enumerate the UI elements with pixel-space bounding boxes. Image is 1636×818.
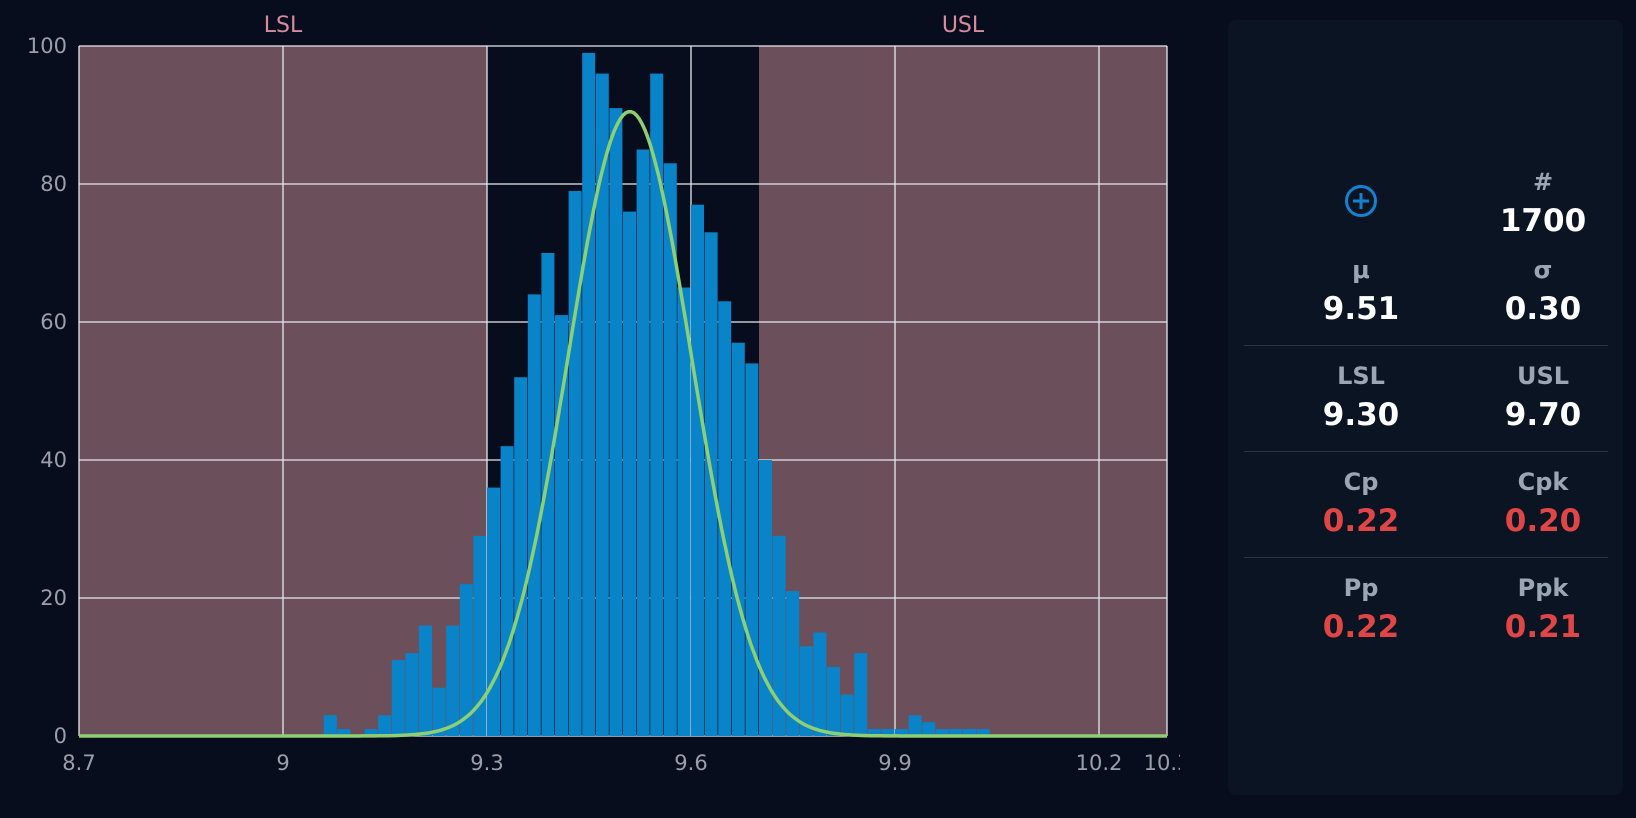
histogram-bar (772, 535, 786, 736)
histogram-bar (650, 73, 664, 737)
histogram-bar (786, 591, 800, 736)
histogram-bar (881, 729, 895, 736)
histogram-bar (568, 190, 582, 736)
histogram-bar (908, 715, 922, 736)
y-tick-label: 60 (40, 310, 67, 334)
lsl-value: 9.30 (1322, 397, 1400, 433)
histogram-bar (840, 694, 854, 736)
pp-label: Pp (1343, 574, 1379, 602)
histogram-bar (527, 294, 541, 736)
histogram-bar (446, 625, 460, 736)
add-cell[interactable] (1271, 185, 1451, 217)
cp-value: 0.22 (1322, 503, 1400, 539)
histogram-bar (595, 73, 609, 737)
histogram-bar (419, 625, 432, 736)
mean-label: μ (1352, 256, 1370, 284)
divider (1244, 451, 1608, 452)
stats-panel: # 1700 μ 9.51 σ 0.30 LSL 9.30 USL 9.70 C… (1228, 20, 1623, 795)
histogram-bar (323, 715, 337, 736)
histogram-bar (432, 687, 446, 736)
histogram-bar (854, 653, 868, 736)
divider (1244, 345, 1608, 346)
histogram-bar (976, 729, 990, 736)
usl-cell: USL 9.70 (1453, 362, 1633, 434)
histogram-bar (636, 149, 650, 736)
y-tick-label: 0 (54, 724, 67, 748)
sigma-label: σ (1533, 256, 1553, 284)
divider (1244, 557, 1608, 558)
usl-value: 9.70 (1504, 397, 1582, 433)
y-tick-label: 80 (40, 172, 67, 196)
histogram-bar (949, 729, 963, 736)
cp-label: Cp (1343, 468, 1379, 496)
normal-fit-curve (79, 109, 1167, 738)
y-tick-label: 100 (27, 34, 67, 58)
mean-value: 9.51 (1322, 291, 1400, 327)
ppk-cell: Ppk 0.21 (1453, 574, 1633, 646)
y-tick-label: 20 (40, 586, 67, 610)
histogram-bar (391, 660, 405, 736)
pp-value: 0.22 (1322, 609, 1400, 645)
histogram-chart: 8.7 9 9.3 9.6 9.9 10.2 10.3 0 20 40 60 80 100 LSL USL (27, 13, 1180, 775)
histogram-bar (337, 729, 351, 736)
histogram-bar (378, 715, 392, 736)
x-tick-label: 9 (276, 751, 289, 775)
usl-zone-label: USL (942, 13, 985, 38)
histogram-bar (691, 204, 704, 736)
histogram-bar (459, 584, 473, 736)
x-tick-label: 10.2 (1076, 751, 1123, 775)
histogram-bar (867, 729, 881, 736)
histogram-bar (827, 667, 840, 736)
cpk-cell: Cpk 0.20 (1453, 468, 1633, 540)
x-tick-label: 10.3 (1144, 751, 1180, 775)
count-cell: # 1700 (1453, 168, 1633, 240)
sigma-cell: σ 0.30 (1453, 256, 1633, 328)
ppk-label: Ppk (1517, 574, 1569, 602)
x-tick-label: 9.9 (878, 751, 911, 775)
cp-cell: Cp 0.22 (1271, 468, 1451, 540)
count-value: 1700 (1499, 203, 1587, 239)
x-tick-label: 8.7 (62, 751, 95, 775)
histogram-bar (364, 729, 378, 736)
lsl-zone-label: LSL (264, 13, 303, 38)
x-tick-label: 9.6 (674, 751, 707, 775)
histogram-bar (759, 460, 772, 736)
histogram-bar (473, 535, 487, 736)
histogram-bar (895, 729, 908, 736)
histogram-bar (704, 232, 718, 737)
histogram-bar (487, 487, 500, 736)
histogram-bar (541, 253, 555, 736)
usl-label: USL (1516, 362, 1570, 390)
sigma-value: 0.30 (1504, 291, 1582, 327)
lsl-label: LSL (1337, 362, 1385, 390)
lsl-cell: LSL 9.30 (1271, 362, 1451, 434)
histogram-bar (677, 287, 691, 736)
histogram-bar (922, 722, 936, 736)
ppk-value: 0.21 (1504, 609, 1582, 645)
histogram-bar (745, 363, 759, 736)
histogram-bar (623, 211, 636, 737)
histogram-bar (582, 52, 596, 736)
histogram-bar (731, 342, 745, 736)
histogram-bar (963, 729, 976, 736)
plus-circle-icon[interactable] (1345, 185, 1377, 217)
histogram-bar (405, 653, 419, 736)
y-tick-label: 40 (40, 448, 67, 472)
histogram-bar (514, 377, 528, 736)
histogram-bar (663, 163, 677, 737)
histogram-bar (718, 301, 732, 736)
cpk-value: 0.20 (1504, 503, 1582, 539)
count-label: # (1532, 168, 1554, 196)
mean-cell: μ 9.51 (1271, 256, 1451, 328)
histogram-bar (935, 729, 949, 736)
histogram-bar (813, 632, 827, 736)
histogram-bar (799, 646, 813, 736)
x-tick-label: 9.3 (470, 751, 503, 775)
histogram-bar (609, 108, 623, 737)
pp-cell: Pp 0.22 (1271, 574, 1451, 646)
histogram-bar (500, 446, 514, 736)
cpk-label: Cpk (1517, 468, 1569, 496)
